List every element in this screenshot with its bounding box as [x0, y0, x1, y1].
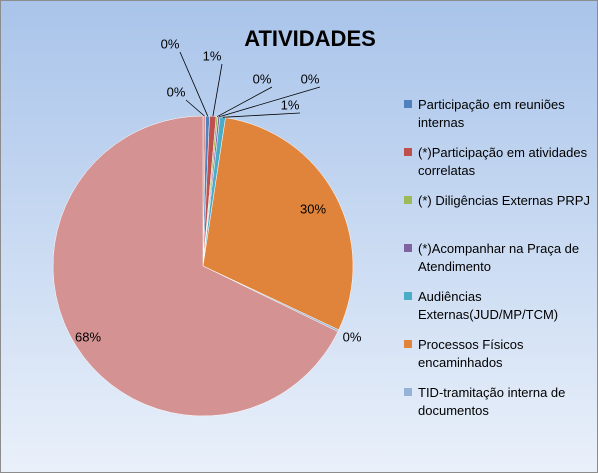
data-label: 1%	[281, 97, 300, 112]
legend-item: (*)Participação em atividades correlatas	[404, 144, 592, 192]
legend-label: (*)Acompanhar na Praça de Atendimento	[418, 241, 580, 274]
legend-swatch	[404, 292, 412, 300]
data-label: 0%	[253, 71, 272, 86]
data-label: 0%	[167, 84, 186, 99]
legend-item: (*) Diligências Externas PRPJ	[404, 192, 592, 240]
legend-item: Processos Físicos encaminhados	[404, 336, 592, 384]
leader-line	[218, 86, 321, 118]
data-label: 30%	[300, 201, 326, 216]
legend-label: (*) Diligências Externas PRPJ	[418, 193, 590, 208]
legend-label: (*)Participação em atividades correlatas	[418, 145, 588, 178]
leader-line	[185, 99, 205, 117]
legend-swatch	[404, 340, 412, 348]
legend-label: TID-tramitação interna de documentos	[418, 385, 566, 418]
data-label: 1%	[203, 48, 222, 63]
legend-swatch	[404, 196, 412, 204]
leader-line	[179, 51, 209, 117]
leader-line	[212, 63, 223, 117]
legend-label: Audiências Externas(JUD/MP/TCM)	[418, 289, 559, 322]
legend-item: Participação em reuniões internas	[404, 96, 592, 144]
legend-swatch	[404, 388, 412, 396]
pie-slice	[202, 117, 354, 331]
legend: Participação em reuniões internas (*)Part…	[404, 96, 592, 432]
legend-item: TID-tramitação interna de documentos	[404, 384, 592, 432]
data-label: 0%	[343, 329, 362, 344]
legend-label: Processos Físicos encaminhados	[418, 337, 524, 370]
chart-title: ATIVIDADES	[244, 26, 376, 51]
legend-item: Audiências Externas(JUD/MP/TCM)	[404, 288, 592, 336]
legend-swatch	[404, 244, 412, 252]
legend-swatch	[404, 148, 412, 156]
leader-line	[222, 112, 301, 118]
legend-item: (*)Acompanhar na Praça de Atendimento	[404, 240, 592, 288]
data-label: 68%	[75, 329, 101, 344]
data-label: 0%	[161, 36, 180, 51]
data-label: 0%	[301, 71, 320, 86]
legend-label: Participação em reuniões internas	[418, 97, 565, 130]
pie-slice	[52, 115, 339, 417]
leader-line	[216, 86, 273, 118]
legend-swatch	[404, 100, 412, 108]
